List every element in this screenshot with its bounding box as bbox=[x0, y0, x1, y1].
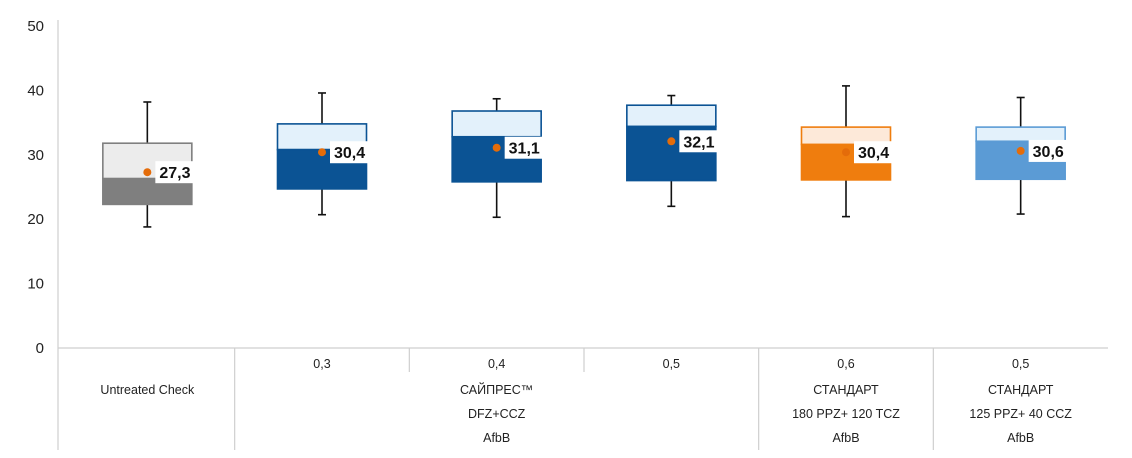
group-label-line: AfbB bbox=[832, 431, 859, 445]
y-tick-label: 40 bbox=[27, 82, 44, 99]
group-label-line: AfbB bbox=[483, 431, 510, 445]
dose-label: 0,5 bbox=[1012, 357, 1029, 371]
dose-label: 0,5 bbox=[663, 357, 680, 371]
mean-marker bbox=[842, 148, 850, 157]
mean-label: 30,6 bbox=[1033, 144, 1064, 161]
box-1: 30,4 bbox=[276, 92, 374, 216]
dose-label: 0,4 bbox=[488, 357, 505, 371]
dose-label: 0,6 bbox=[837, 357, 854, 371]
group-label-line: 180 PPZ+ 120 TCZ bbox=[792, 407, 900, 421]
box-0: 27,3 bbox=[102, 101, 200, 228]
mean-label-bg bbox=[679, 130, 724, 153]
group-label-line: DFZ+CCZ bbox=[468, 407, 526, 421]
y-tick-label: 0 bbox=[36, 340, 44, 357]
mean-marker bbox=[492, 143, 501, 152]
group-label-line: СТАНДАРТ bbox=[813, 383, 879, 397]
y-tick-label: 10 bbox=[27, 276, 44, 293]
y-tick-label: 50 bbox=[27, 18, 44, 35]
mean-label-bg bbox=[504, 136, 549, 159]
mean-label: 27,3 bbox=[159, 165, 190, 182]
mean-label: 32,1 bbox=[683, 134, 714, 151]
mean-marker bbox=[143, 168, 152, 177]
category-label: Untreated Check bbox=[100, 383, 195, 397]
box-upper bbox=[975, 126, 1066, 143]
mean-label-bg bbox=[330, 141, 374, 164]
box-4: 30,4 bbox=[800, 85, 898, 218]
group-label-line: СТАНДАРТ bbox=[988, 383, 1054, 397]
mean-label-bg bbox=[1028, 139, 1073, 162]
mean-marker bbox=[1016, 146, 1025, 155]
y-tick-label: 20 bbox=[27, 211, 44, 228]
mean-label: 31,1 bbox=[509, 141, 540, 158]
box-upper bbox=[451, 110, 542, 138]
mean-label-bg bbox=[155, 161, 200, 184]
dose-label: 0,3 bbox=[313, 357, 330, 371]
box-upper bbox=[626, 104, 717, 128]
group-label-line: 125 PPZ+ 40 CCZ bbox=[969, 407, 1072, 421]
box-3: 32,1 bbox=[626, 94, 724, 208]
mean-marker bbox=[667, 137, 676, 146]
mean-marker bbox=[318, 148, 326, 157]
group-label-line: САЙПРЕС™ bbox=[460, 382, 533, 397]
mean-label: 30,4 bbox=[858, 145, 889, 162]
mean-label-bg bbox=[854, 141, 898, 164]
group-label-line: AfbB bbox=[1007, 431, 1034, 445]
box-5: 30,6 bbox=[975, 96, 1073, 215]
y-tick-label: 30 bbox=[27, 147, 44, 164]
mean-label: 30,4 bbox=[334, 145, 365, 162]
box-2: 31,1 bbox=[451, 97, 549, 219]
